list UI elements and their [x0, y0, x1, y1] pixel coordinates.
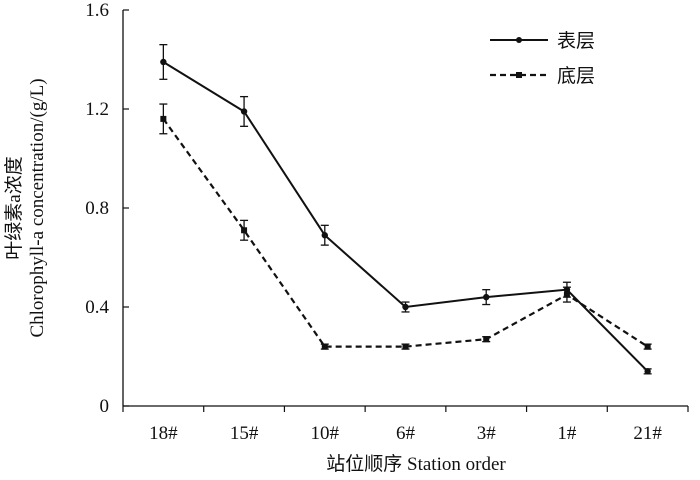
- data-point: [563, 291, 570, 298]
- x-ticks: 18# 15# 10# 6# 3# 1# 21#: [122, 406, 689, 444]
- series-bottom: [159, 103, 652, 350]
- data-point: [321, 343, 328, 350]
- y-tick-label: 1.6: [85, 0, 109, 21]
- data-point: [321, 232, 328, 239]
- x-tick-label: 18#: [149, 423, 178, 444]
- y-tick-label: 0: [100, 396, 110, 417]
- data-point: [483, 293, 490, 301]
- legend-marker-bottom: [516, 72, 522, 78]
- y-ticks: 0 0.4 0.8 1.2 1.6: [85, 0, 129, 417]
- y-tick-label: 0.8: [85, 198, 109, 219]
- y-tick-label: 0.4: [85, 297, 109, 318]
- data-point: [160, 58, 167, 66]
- legend-marker-surface: [516, 37, 522, 43]
- x-tick-label: 21#: [633, 423, 662, 444]
- data-point: [483, 336, 490, 343]
- y-axis-title-line-2: Chlorophyll-a concentration/(g/L): [27, 78, 48, 337]
- legend-label-bottom: 底层: [557, 65, 595, 87]
- x-tick-label: 3#: [477, 423, 497, 444]
- y-tick-label: 1.2: [85, 99, 109, 120]
- data-point: [644, 368, 651, 375]
- data-point: [402, 303, 409, 311]
- data-point: [160, 115, 167, 122]
- data-point: [644, 343, 651, 350]
- series-surface: [159, 44, 652, 375]
- x-axis-title: 站位顺序 Station order: [326, 453, 506, 475]
- legend: 表层 底层: [490, 30, 595, 87]
- legend-label-surface: 表层: [557, 30, 595, 52]
- x-tick-label: 6#: [396, 423, 416, 444]
- data-point: [240, 108, 248, 115]
- data-point: [402, 343, 409, 350]
- data-point: [241, 227, 248, 234]
- y-axis-title-line-1: 叶绿素a浓度: [3, 156, 25, 259]
- x-tick-label: 15#: [230, 423, 259, 444]
- x-tick-label: 1#: [557, 423, 577, 444]
- x-tick-label: 10#: [311, 423, 340, 444]
- series-layer: [159, 44, 652, 375]
- series-line: [162, 61, 649, 373]
